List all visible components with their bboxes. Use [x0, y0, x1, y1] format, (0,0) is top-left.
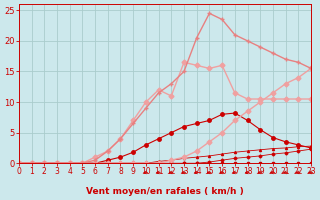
X-axis label: Vent moyen/en rafales ( km/h ): Vent moyen/en rafales ( km/h ) — [86, 187, 244, 196]
